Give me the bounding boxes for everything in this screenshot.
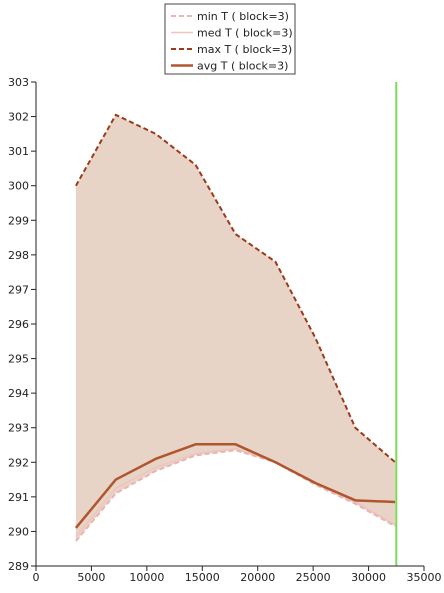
y-tick-label-293: 293 xyxy=(8,422,29,435)
x-tick-label-20000: 20000 xyxy=(240,571,275,584)
x-tick-label-10000: 10000 xyxy=(129,571,164,584)
series-line-max-t xyxy=(75,113,396,464)
y-tick-label-295: 295 xyxy=(8,353,29,366)
y-tick-label-298: 298 xyxy=(8,249,29,262)
series-line-min-t xyxy=(75,449,396,542)
y-tick-label-297: 297 xyxy=(8,283,29,296)
y-tick-label-290: 290 xyxy=(8,525,29,538)
y-tick-label-302: 302 xyxy=(8,111,29,124)
legend-box xyxy=(164,3,296,75)
x-tick-label-15000: 15000 xyxy=(185,571,220,584)
y-tick-label-289: 289 xyxy=(8,560,29,573)
y-tick-label-292: 292 xyxy=(8,456,29,469)
series-line-avg-t xyxy=(74,443,396,529)
legend-avg-t-label: avg T ( block=3) xyxy=(197,60,288,73)
legend-min-t-label: min T ( block=3) xyxy=(197,10,289,23)
y-tick-label-294: 294 xyxy=(8,387,29,400)
y-tick-label-301: 301 xyxy=(8,145,29,158)
y-tick-label-291: 291 xyxy=(8,491,29,504)
y-tick-label-296: 296 xyxy=(8,318,29,331)
min-max-band-layer xyxy=(75,114,396,542)
y-tick-label-299: 299 xyxy=(8,214,29,227)
y-tick-label-303: 303 xyxy=(8,76,29,89)
legend: min T ( block=3) med T ( block=3) max T ( … xyxy=(164,3,296,75)
x-tick-label-35000: 35000 xyxy=(407,571,442,584)
legend-max-t-label: max T ( block=3) xyxy=(197,43,292,56)
x-tick-label-25000: 25000 xyxy=(296,571,331,584)
y-tick-label-300: 300 xyxy=(8,180,29,193)
series-layer xyxy=(74,113,396,542)
legend-med-t-label: med T ( block=3) xyxy=(197,27,293,40)
x-tick-label-5000: 5000 xyxy=(77,571,105,584)
x-tick-label-30000: 30000 xyxy=(351,571,386,584)
axes-layer: 289 290 291 292 293 294 295 296 297 298 299 300 301 3… xyxy=(8,76,442,584)
x-tick-label-0: 0 xyxy=(33,571,40,584)
min-max-band xyxy=(75,114,396,542)
